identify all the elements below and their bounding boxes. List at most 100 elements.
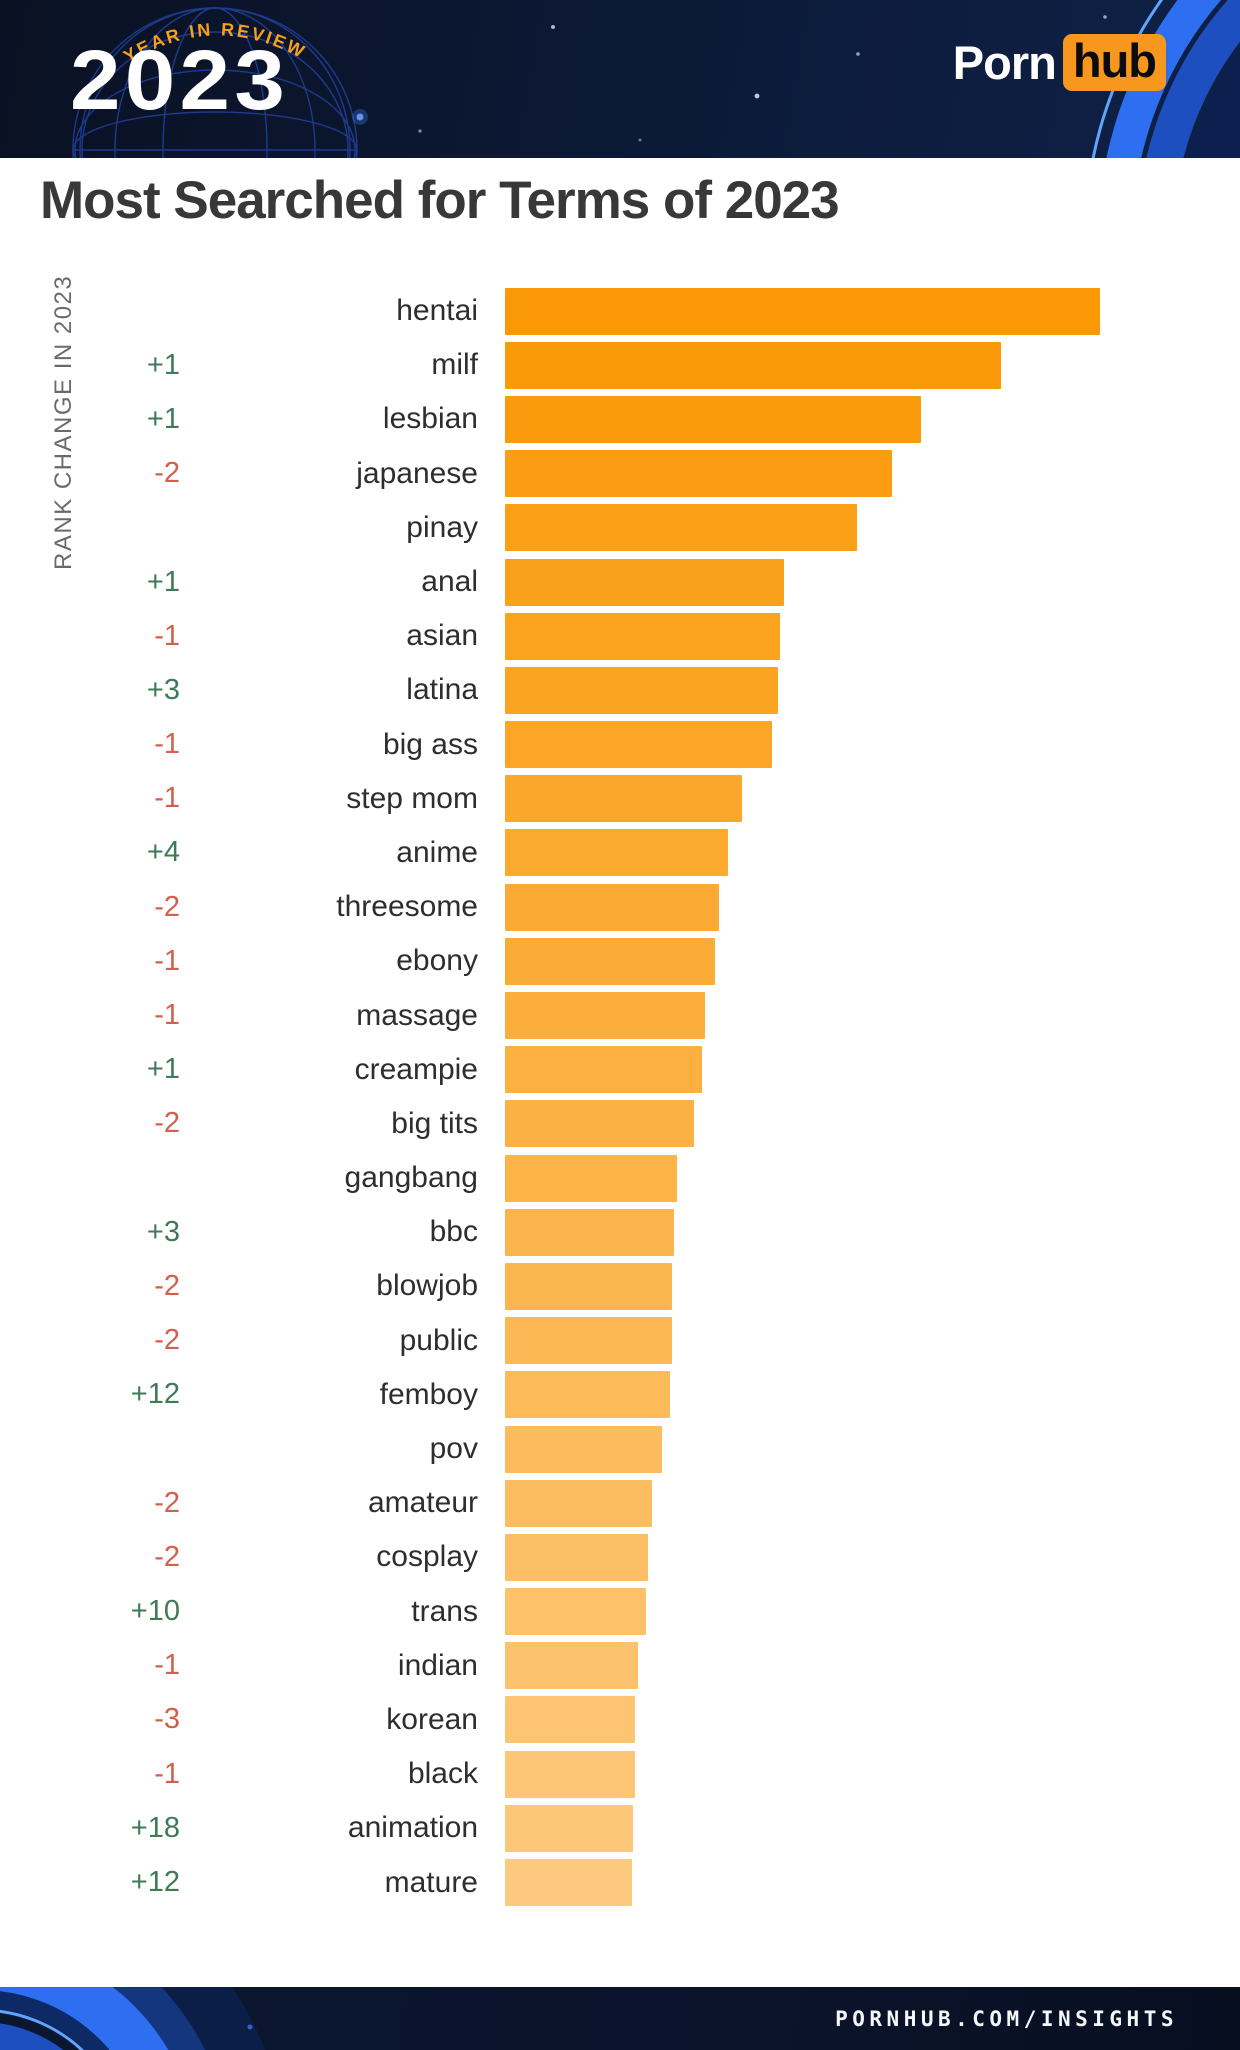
term-label: gangbang xyxy=(344,1161,478,1195)
rank-change-value: +1 xyxy=(146,348,180,381)
rank-change-value: +3 xyxy=(146,1215,180,1248)
footer-banner: PORNHUB.COM/INSIGHTS xyxy=(0,1987,1240,2050)
rank-change-value: -2 xyxy=(154,457,180,490)
chart-row: pov xyxy=(0,1422,1240,1476)
chart-row: -2 big tits xyxy=(0,1097,1240,1151)
term-label: indian xyxy=(397,1648,478,1682)
footer-site-url: PORNHUB.COM/INSIGHTS xyxy=(835,2006,1178,2031)
chart-row: pinay xyxy=(0,501,1240,555)
bar-track xyxy=(505,1479,1240,1527)
bar xyxy=(505,1533,648,1581)
bar xyxy=(505,450,892,498)
term-label: femboy xyxy=(379,1377,478,1411)
rank-change-value: -1 xyxy=(154,728,180,761)
bar-track xyxy=(505,1100,1240,1148)
bar xyxy=(505,721,773,769)
term-label: lesbian xyxy=(382,402,478,436)
term-label: big ass xyxy=(382,727,478,761)
term-label: mature xyxy=(384,1865,478,1899)
chart-row: -2 cosplay xyxy=(0,1530,1240,1584)
bar-track xyxy=(505,666,1240,714)
bar xyxy=(505,558,785,606)
bar-track xyxy=(505,1588,1240,1636)
term-label: anal xyxy=(421,565,478,599)
rank-change-value: -1 xyxy=(154,944,180,977)
bar-track xyxy=(505,992,1240,1040)
chart-rows: hentai +1 milf +1 lesbian -2 japanese pi… xyxy=(0,284,1240,1910)
bar-track xyxy=(505,1425,1240,1473)
bar xyxy=(505,1208,674,1256)
bar xyxy=(505,937,716,985)
bar xyxy=(505,1696,635,1744)
bar-track xyxy=(505,450,1240,498)
bar-track xyxy=(505,1859,1240,1907)
chart-row: -1 big ass xyxy=(0,718,1240,772)
bar xyxy=(505,992,705,1040)
bar xyxy=(505,1642,639,1690)
term-label: public xyxy=(399,1323,478,1357)
star-dots-icon xyxy=(418,15,1107,142)
chart-row: -1 step mom xyxy=(0,772,1240,826)
rank-change-value: -2 xyxy=(154,890,180,923)
bar-track xyxy=(505,775,1240,823)
term-label: black xyxy=(407,1757,478,1791)
chart-row: +18 animation xyxy=(0,1801,1240,1855)
term-label: japanese xyxy=(356,456,478,490)
bar xyxy=(505,612,780,660)
chart-row: -2 amateur xyxy=(0,1476,1240,1530)
chart-row: +1 lesbian xyxy=(0,392,1240,446)
term-label: pinay xyxy=(406,510,478,544)
chart-row: -2 public xyxy=(0,1314,1240,1368)
bar-track xyxy=(505,937,1240,985)
rank-change-value: -1 xyxy=(154,619,180,652)
bar xyxy=(505,1804,633,1852)
chart-row: +1 milf xyxy=(0,338,1240,392)
bar-track xyxy=(505,1696,1240,1744)
chart-row: +1 anal xyxy=(0,555,1240,609)
chart-row: -1 massage xyxy=(0,988,1240,1042)
chart-row: -2 blowjob xyxy=(0,1259,1240,1313)
pornhub-logo: Porn hub xyxy=(953,34,1166,91)
bar xyxy=(505,1100,695,1148)
bar-track xyxy=(505,1371,1240,1419)
rank-change-value: +1 xyxy=(146,1053,180,1086)
bar xyxy=(505,829,729,877)
bar-track xyxy=(505,1046,1240,1094)
header-banner: YEAR IN REVIEW 2023 Porn hub xyxy=(0,0,1240,158)
bar-track xyxy=(505,1154,1240,1202)
globe-wireframe-icon xyxy=(72,7,358,158)
bar xyxy=(505,775,742,823)
chart-row: +1 creampie xyxy=(0,1043,1240,1097)
rank-change-value: +4 xyxy=(146,836,180,869)
term-label: bbc xyxy=(429,1215,478,1249)
term-label: blowjob xyxy=(376,1269,478,1303)
term-label: ebony xyxy=(396,944,478,978)
bar-track xyxy=(505,341,1240,389)
bar xyxy=(505,1317,673,1365)
term-label: animation xyxy=(347,1811,478,1845)
bar xyxy=(505,666,779,714)
chart-row: +3 latina xyxy=(0,663,1240,717)
glow-dot-icon xyxy=(356,113,364,121)
term-label: amateur xyxy=(367,1486,478,1520)
bar-track xyxy=(505,612,1240,660)
chart-row: -1 black xyxy=(0,1747,1240,1801)
bar-track xyxy=(505,1750,1240,1798)
rank-change-value: -2 xyxy=(154,1269,180,1302)
chart-row: -2 japanese xyxy=(0,447,1240,501)
chart-row: -1 indian xyxy=(0,1639,1240,1693)
term-label: step mom xyxy=(346,781,478,815)
rank-change-value: +12 xyxy=(130,1866,180,1899)
chart-row: hentai xyxy=(0,284,1240,338)
bar-track xyxy=(505,883,1240,931)
term-label: hentai xyxy=(396,294,478,328)
rank-change-value: -1 xyxy=(154,999,180,1032)
bar xyxy=(505,1479,652,1527)
rank-change-value: -3 xyxy=(154,1703,180,1736)
chart-row: -2 threesome xyxy=(0,880,1240,934)
bar xyxy=(505,1371,670,1419)
term-label: milf xyxy=(431,348,478,382)
bar-track xyxy=(505,504,1240,552)
rank-change-value: -2 xyxy=(154,1324,180,1357)
bar xyxy=(505,287,1100,335)
